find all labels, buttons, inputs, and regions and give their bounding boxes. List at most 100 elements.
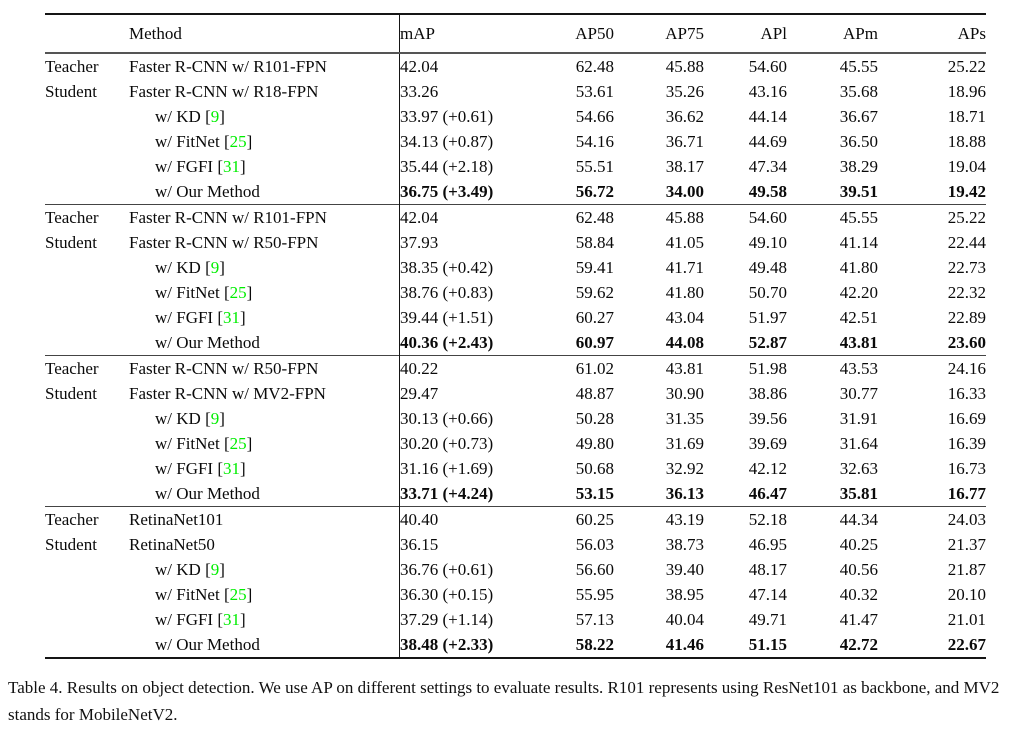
method-label: w/ FitNet xyxy=(155,434,220,453)
citation-ref: 9 xyxy=(210,409,220,428)
aps-value-cell: 25.22 xyxy=(878,52,986,79)
ap50-value-cell: 61.02 xyxy=(537,355,614,381)
method-label: RetinaNet101 xyxy=(129,510,224,529)
ap75-value-cell: 38.73 xyxy=(665,535,704,554)
citation-ref: 25 xyxy=(229,585,247,604)
apl-value-cell: 49.71 xyxy=(748,610,787,629)
method-cell: w/ KD [9] xyxy=(129,104,400,129)
aps-value-cell: 16.73 xyxy=(947,459,986,478)
ap75-value-cell: 45.88 xyxy=(614,204,704,230)
table-row: Teacher Faster R-CNN w/ R101-FPN 42.04 62.4… xyxy=(45,52,986,79)
method-cell: w/ Our Method xyxy=(129,330,400,356)
results-table-container: Method mAP AP50 AP75 APl APm APs Teacher Faster… xyxy=(45,13,986,659)
aps-value-cell: 21.37 xyxy=(947,535,986,554)
method-cell: w/ FitNet [25] xyxy=(129,582,400,607)
ap75-value-cell: 41.71 xyxy=(665,258,704,277)
apl-value-cell: 52.87 xyxy=(748,333,787,352)
table-header-row: Method mAP AP50 AP75 APl APm APs xyxy=(45,14,986,53)
apm-value-cell: 42.72 xyxy=(839,635,878,654)
ap75-value-cell: 38.95 xyxy=(665,585,704,604)
aps-value-cell: 22.32 xyxy=(947,283,986,302)
table-row: Teacher Faster R-CNN w/ R50-FPN 40.22 61.02… xyxy=(45,355,986,381)
ap75-value-cell: 41.80 xyxy=(665,283,704,302)
table-row: w/ FGFI [31] 39.44 (+1.51) 60.27 43.04 51.97… xyxy=(45,305,986,330)
table-row: w/ Our Method 40.36 (+2.43) 60.97 44.08 52.8… xyxy=(45,330,986,356)
map-value-cell: 36.75 (+3.49) xyxy=(400,182,494,201)
ap50-value-cell: 50.28 xyxy=(575,409,614,428)
table-row: w/ FitNet [25] 34.13 (+0.87) 54.16 36.71 44.… xyxy=(45,129,986,154)
method-label: w/ FitNet xyxy=(155,132,220,151)
table-row: Student Faster R-CNN w/ R18-FPN 33.26 53.61… xyxy=(45,79,986,104)
apl-value-cell: 47.34 xyxy=(748,157,787,176)
method-cell: w/ FGFI [31] xyxy=(129,154,400,179)
ap50-value-cell: 56.60 xyxy=(575,560,614,579)
group-3: Teacher Faster R-CNN w/ R50-FPN 40.22 61.02… xyxy=(45,355,986,507)
ap50-value-cell: 55.51 xyxy=(575,157,614,176)
table-row: Student Faster R-CNN w/ R50-FPN 37.93 58.84… xyxy=(45,230,986,255)
map-value-cell: 29.47 xyxy=(400,384,439,403)
ap50-value-cell: 53.15 xyxy=(575,484,614,503)
role-cell: Student xyxy=(45,535,97,554)
role-cell: Student xyxy=(45,384,97,403)
ap50-value-cell: 56.72 xyxy=(575,182,614,201)
ap50-value-cell: 54.16 xyxy=(575,132,614,151)
ap75-value-cell: 31.35 xyxy=(665,409,704,428)
group-2: Teacher Faster R-CNN w/ R101-FPN 42.04 62.4… xyxy=(45,204,986,356)
method-cell: w/ FGFI [31] xyxy=(129,305,400,330)
table-row: w/ FitNet [25] 30.20 (+0.73) 49.80 31.69 39.… xyxy=(45,431,986,456)
role-cell: Student xyxy=(45,233,97,252)
apm-value-cell: 32.63 xyxy=(839,459,878,478)
ap50-value-cell: 60.27 xyxy=(575,308,614,327)
apm-value-cell: 39.51 xyxy=(839,182,878,201)
apl-value-cell: 38.86 xyxy=(748,384,787,403)
method-cell: w/ FitNet [25] xyxy=(129,431,400,456)
method-cell: Faster R-CNN w/ R101-FPN xyxy=(129,204,400,230)
table-row: w/ FitNet [25] 36.30 (+0.15) 55.95 38.95 47.… xyxy=(45,582,986,607)
map-value-cell: 39.44 (+1.51) xyxy=(400,308,494,327)
method-label: w/ KD xyxy=(155,107,201,126)
role-cell xyxy=(45,280,129,305)
role-cell: Teacher xyxy=(45,52,129,79)
aps-value-cell: 23.60 xyxy=(947,333,986,352)
ap50-value-cell: 53.61 xyxy=(575,82,614,101)
table-row: w/ KD [9] 33.97 (+0.61) 54.66 36.62 44.14 36.… xyxy=(45,104,986,129)
aps-value-cell: 22.67 xyxy=(947,635,986,654)
citation-ref: 25 xyxy=(229,132,247,151)
method-cell: RetinaNet101 xyxy=(129,506,400,532)
role-cell xyxy=(45,431,129,456)
apm-value-cell: 35.81 xyxy=(839,484,878,503)
aps-value-cell: 16.39 xyxy=(947,434,986,453)
apm-value-cell: 43.53 xyxy=(787,355,878,381)
method-label: w/ FGFI xyxy=(155,157,214,176)
map-value-cell: 38.76 (+0.83) xyxy=(400,283,494,302)
method-label: Faster R-CNN w/ R50-FPN xyxy=(129,359,319,378)
apl-value-cell: 52.18 xyxy=(704,506,787,532)
column-header-map: mAP xyxy=(400,23,435,43)
ap75-value-cell: 36.62 xyxy=(665,107,704,126)
map-value-cell: 30.13 (+0.66) xyxy=(400,409,494,428)
apm-value-cell: 41.14 xyxy=(839,233,878,252)
method-label: w/ FitNet xyxy=(155,585,220,604)
apl-value-cell: 50.70 xyxy=(748,283,787,302)
apm-value-cell: 40.25 xyxy=(839,535,878,554)
ap75-value-cell: 35.26 xyxy=(665,82,704,101)
apm-value-cell: 40.32 xyxy=(839,585,878,604)
apm-value-cell: 42.51 xyxy=(839,308,878,327)
column-header-ap75: AP75 xyxy=(665,23,704,43)
ap50-value-cell: 56.03 xyxy=(575,535,614,554)
citation-ref: 9 xyxy=(210,560,220,579)
apm-value-cell: 31.64 xyxy=(839,434,878,453)
apl-value-cell: 51.15 xyxy=(748,635,787,654)
table-row: w/ Our Method 36.75 (+3.49) 56.72 34.00 49.5… xyxy=(45,179,986,205)
method-cell: RetinaNet50 xyxy=(129,532,400,557)
map-value-cell: 33.71 (+4.24) xyxy=(400,484,494,503)
method-label: w/ FitNet xyxy=(155,283,220,302)
group-1: Teacher Faster R-CNN w/ R101-FPN 42.04 62.4… xyxy=(45,52,986,205)
aps-value-cell: 16.77 xyxy=(947,484,986,503)
aps-value-cell: 18.96 xyxy=(947,82,986,101)
role-cell xyxy=(45,154,129,179)
column-header-ap50: AP50 xyxy=(575,23,614,43)
ap75-value-cell: 43.04 xyxy=(665,308,704,327)
ap50-value-cell: 57.13 xyxy=(575,610,614,629)
method-cell: w/ KD [9] xyxy=(129,406,400,431)
